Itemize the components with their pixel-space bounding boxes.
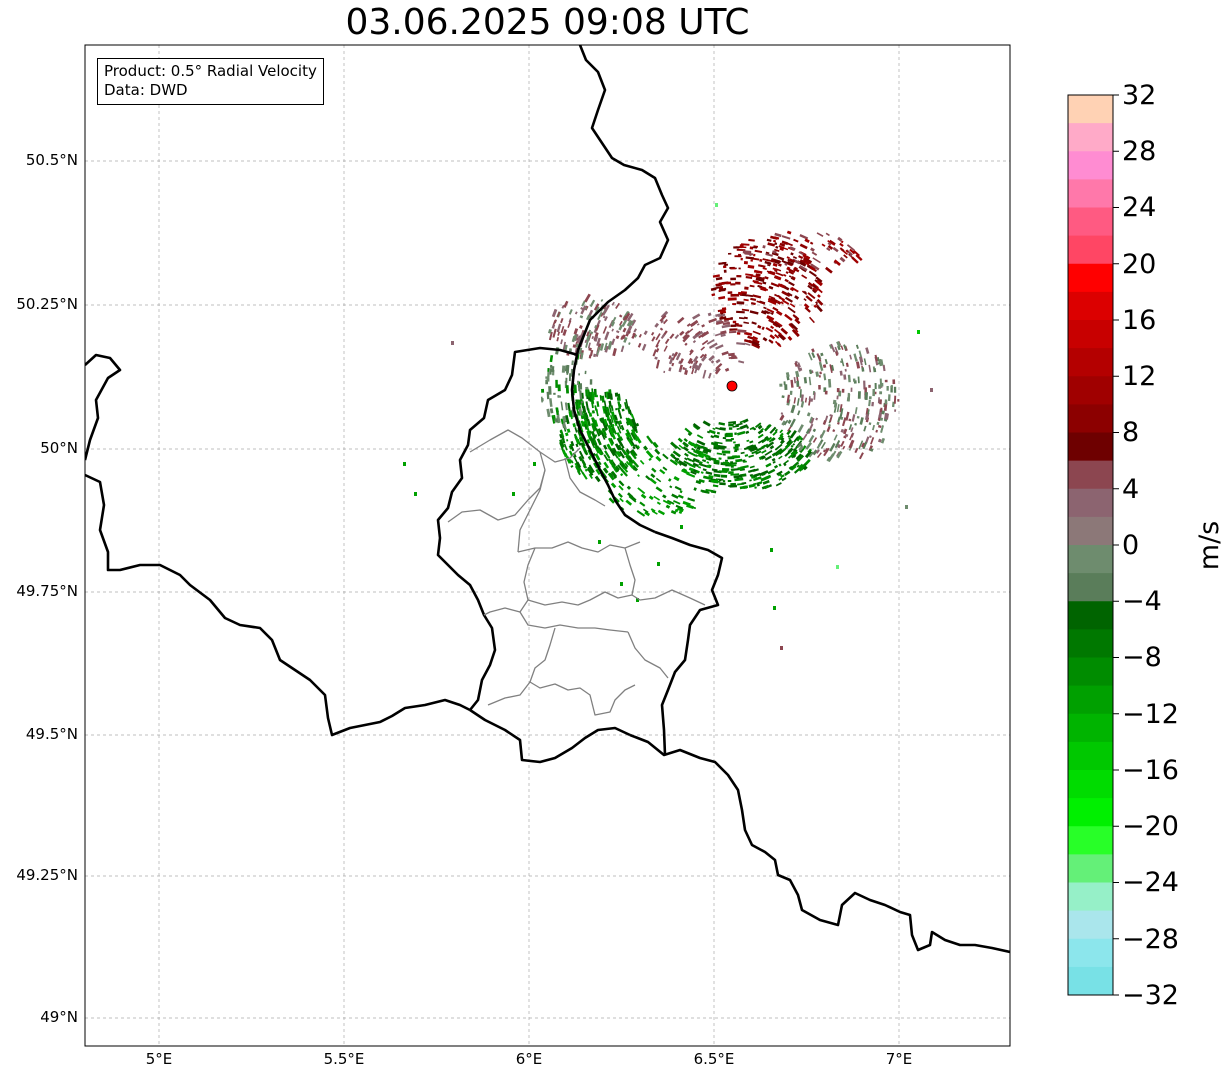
- colorbar-segment: [1068, 601, 1113, 630]
- gridlines: [85, 45, 1010, 1046]
- colorbar-segment: [1068, 573, 1113, 602]
- colorbar-segment: [1068, 123, 1113, 152]
- colorbar-ticks: [1113, 94, 1119, 996]
- colorbar-segment: [1068, 798, 1113, 827]
- lon-tick-label: 6°E: [515, 1050, 543, 1068]
- colorbar-segment: [1068, 516, 1113, 546]
- border-be-de: [570, 45, 670, 534]
- colorbar-segment: [1068, 741, 1113, 771]
- colorbar-segment: [1068, 882, 1113, 912]
- lon-tick-label: 6.5°E: [693, 1050, 735, 1068]
- colorbar-segment: [1068, 938, 1113, 968]
- border-lu-de: [654, 530, 724, 756]
- colorbar-tick-label: 12: [1122, 361, 1157, 392]
- colorbar-segments: [1068, 95, 1113, 996]
- colorbar-tick-label: −32: [1122, 980, 1179, 1011]
- border-be-fr: [85, 473, 471, 737]
- border-be-nl: [85, 353, 122, 461]
- colorbar-segment: [1068, 966, 1113, 996]
- lat-tick-label: 50.5°N: [25, 151, 78, 169]
- colorbar-segment: [1068, 460, 1113, 490]
- colorbar-tick-label: 32: [1122, 80, 1157, 111]
- lat-tick-label: 50.25°N: [16, 295, 78, 313]
- lon-tick-label: 5.5°E: [323, 1050, 365, 1068]
- colorbar-tick-label: 8: [1122, 417, 1140, 448]
- border-lu-fr: [469, 708, 631, 764]
- colorbar-segment: [1068, 770, 1113, 799]
- colorbar-segment: [1068, 910, 1113, 940]
- colorbar-segment: [1068, 291, 1113, 321]
- radar-echoes: [403, 203, 933, 650]
- border-be-lu: [436, 346, 579, 711]
- lux-cantons: [447, 429, 706, 716]
- colorbar-unit-label: m/s: [1194, 520, 1225, 571]
- colorbar-segment: [1068, 151, 1113, 180]
- lon-tick-label: 7°E: [885, 1050, 913, 1068]
- colorbar-tick-label: 4: [1122, 474, 1140, 505]
- colorbar-segment: [1068, 263, 1113, 293]
- colorbar-tick-label: −16: [1122, 755, 1179, 786]
- colorbar-tick-label: 20: [1122, 249, 1157, 280]
- colorbar-tick-label: −4: [1122, 586, 1162, 617]
- data-source-label: Data: DWD: [104, 81, 188, 99]
- colorbar-tick-label: 16: [1122, 305, 1157, 336]
- country-borders: [85, 45, 1010, 954]
- colorbar-segment: [1068, 826, 1113, 855]
- colorbar-segment: [1068, 320, 1113, 349]
- colorbar-segment: [1068, 376, 1113, 405]
- colorbar-segment: [1068, 629, 1113, 658]
- colorbar-segment: [1068, 235, 1113, 265]
- colorbar-tick-label: −12: [1122, 699, 1179, 730]
- lat-tick-label: 49°N: [40, 1008, 78, 1026]
- colorbar-segment: [1068, 488, 1113, 518]
- colorbar-segment: [1068, 657, 1113, 687]
- map-title: 03.06.2025 09:08 UTC: [345, 2, 750, 43]
- colorbar-segment: [1068, 432, 1113, 462]
- colorbar-segment: [1068, 685, 1113, 715]
- colorbar-tick-label: −24: [1122, 867, 1179, 898]
- lon-tick-label: 5°E: [145, 1050, 173, 1068]
- colorbar-tick-label: 28: [1122, 136, 1157, 167]
- colorbar-segment: [1068, 179, 1113, 208]
- radar-site-marker: [726, 380, 738, 392]
- product-label: Product: 0.5° Radial Velocity: [104, 62, 317, 80]
- lat-tick-label: 49.5°N: [25, 725, 78, 743]
- colorbar-segment: [1068, 348, 1113, 377]
- colorbar-segment: [1068, 854, 1113, 883]
- colorbar-segment: [1068, 545, 1113, 574]
- colorbar-segment: [1068, 95, 1113, 124]
- colorbar-segment: [1068, 207, 1113, 237]
- border-fr-de: [629, 733, 1010, 954]
- colorbar-tick-label: −28: [1122, 924, 1179, 955]
- lat-tick-label: 49.75°N: [16, 582, 78, 600]
- product-info-box: Product: 0.5° Radial Velocity Data: DWD: [97, 58, 324, 105]
- colorbar-segment: [1068, 404, 1113, 433]
- colorbar-tick-label: −8: [1122, 642, 1162, 673]
- lat-tick-label: 50°N: [40, 439, 78, 457]
- lat-tick-label: 49.25°N: [16, 866, 78, 884]
- colorbar-tick-label: 0: [1122, 530, 1140, 561]
- colorbar-tick-label: 24: [1122, 192, 1157, 223]
- colorbar-segment: [1068, 713, 1113, 743]
- colorbar-tick-label: −20: [1122, 811, 1179, 842]
